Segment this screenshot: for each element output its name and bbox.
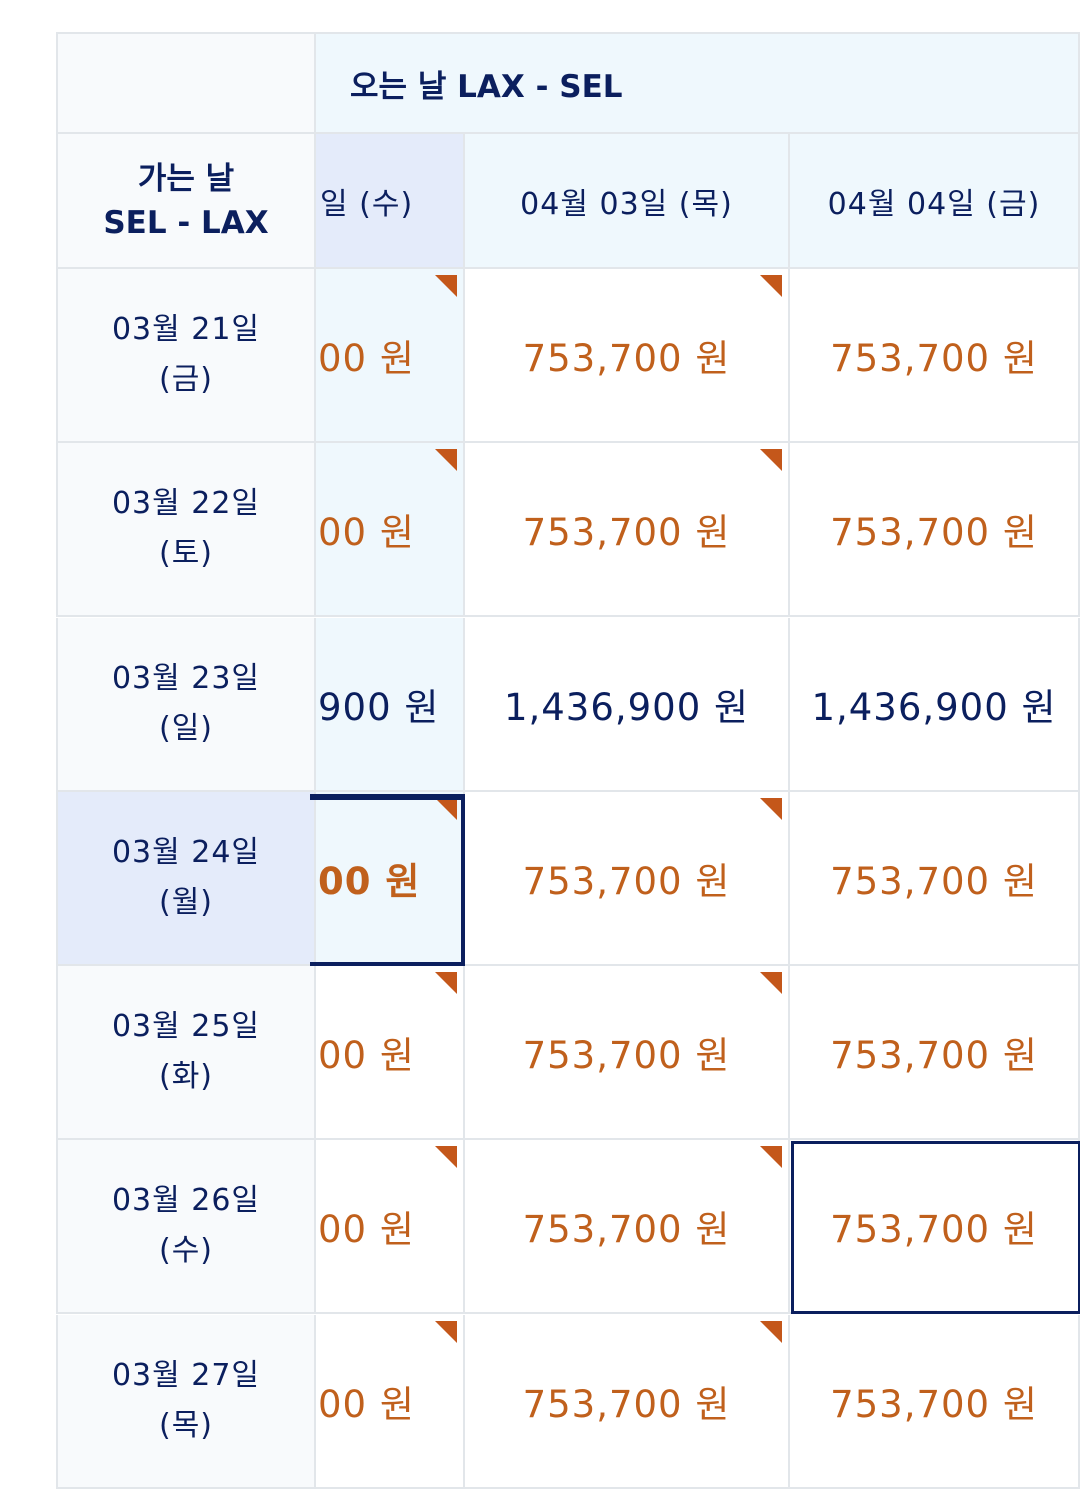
return-label: 오는 날 LAX - SEL [350,68,623,105]
discount-marker [435,1146,457,1168]
fare-price: 753,700 원 [522,337,731,380]
discount-marker [435,449,457,471]
row-date: 03월 21일 [111,312,261,347]
column-header[interactable]: 04월 03일 (목) [465,134,790,269]
discount-marker [760,449,782,471]
row-weekday: (목) [158,1408,213,1443]
hover-outline [791,1141,1080,1314]
row-date: 03월 23일 [111,661,261,696]
discount-marker [760,798,782,820]
fare-price: 00 원 [318,1034,415,1077]
row-date: 03월 27일 [111,1358,261,1393]
depart-route: SEL - LAX [103,204,269,241]
row-weekday: (화) [158,1059,213,1094]
fare-cell[interactable]: 00 원 [316,1140,465,1314]
row-header[interactable]: 03월 22일 (토) [56,443,316,617]
fare-cell[interactable]: 753,700 원 [465,443,790,617]
corner-cell [56,32,316,134]
fare-cell[interactable]: 753,700 원 [465,269,790,443]
fare-price: 753,700 원 [830,1034,1038,1077]
row-date: 03월 25일 [111,1009,261,1044]
fare-cell[interactable]: 753,700 원 [465,966,790,1140]
fare-cell[interactable]: 00 원 [316,966,465,1140]
fare-cell[interactable]: 753,700 원 [790,792,1080,966]
depart-label: 가는 날 [137,160,235,197]
fare-cell[interactable]: 753,700 원 [790,966,1080,1140]
fare-cell[interactable]: 753,700 원 [465,1315,790,1489]
fare-cell[interactable]: 00 원 [316,1315,465,1489]
fare-cell[interactable]: 753,700 원 [465,1140,790,1314]
row-header[interactable]: 03월 25일 (화) [56,966,316,1140]
row-header[interactable]: 03월 21일 (금) [56,269,316,443]
row-date: 03월 26일 [111,1183,261,1218]
row-weekday: (금) [158,362,213,397]
fare-price: 1,436,900 원 [811,686,1057,729]
row-date: 03월 24일 [111,835,261,870]
discount-marker [435,798,457,820]
fare-price: 753,700 원 [522,1383,731,1426]
fare-price: 753,700 원 [522,860,731,903]
column-header[interactable]: 일 (수) [316,134,465,269]
discount-marker [760,1321,782,1343]
fare-cell[interactable]: 753,700 원 [790,1140,1080,1314]
fare-price: 1,436,900 원 [503,686,750,729]
fare-price: 753,700 원 [522,1034,731,1077]
discount-marker [435,275,457,297]
fare-cell[interactable]: 753,700 원 [790,1315,1080,1489]
fare-price: 00 원 [318,1383,415,1426]
fare-cell[interactable]: 00 원 [316,443,465,617]
fare-cell[interactable]: 1,436,900 원 [465,618,790,792]
row-weekday: (토) [158,536,213,571]
discount-marker [760,972,782,994]
column-header[interactable]: 04월 04일 (금) [790,134,1080,269]
fare-price: 753,700 원 [522,1208,731,1251]
column-date: 일 (수) [320,186,414,222]
fare-price: 00 원 [318,337,415,380]
return-header: 오는 날 LAX - SEL [316,32,1080,134]
row-header[interactable]: 03월 26일 (수) [56,1140,316,1314]
fare-cell[interactable]: 00 원 [316,269,465,443]
fare-price: 00 원 [318,860,421,903]
depart-header: 가는 날 SEL - LAX [56,134,316,269]
row-header[interactable]: 03월 27일 (목) [56,1315,316,1489]
fare-price: 753,700 원 [830,860,1038,903]
column-date: 04월 04일 (금) [827,186,1041,222]
column-date: 04월 03일 (목) [520,186,733,222]
selected-outline [310,794,467,968]
fare-cell[interactable]: 753,700 원 [790,443,1080,617]
fare-price: 753,700 원 [830,1383,1038,1426]
fare-price: 753,700 원 [830,511,1038,554]
row-date: 03월 22일 [111,486,261,521]
fare-price: 00 원 [318,1208,415,1251]
fare-price: 753,700 원 [830,337,1038,380]
fare-price: 00 원 [318,511,415,554]
row-weekday: (일) [158,711,213,746]
row-header[interactable]: 03월 23일 (일) [56,618,316,792]
discount-marker [435,1321,457,1343]
fare-price: 753,700 원 [830,1208,1038,1251]
fare-cell[interactable]: 753,700 원 [790,269,1080,443]
discount-marker [760,275,782,297]
fare-cell[interactable]: 900 원 [316,618,465,792]
fare-cell[interactable]: 753,700 원 [465,792,790,966]
fare-price: 900 원 [318,686,440,729]
row-weekday: (수) [158,1233,213,1268]
discount-marker [435,972,457,994]
fare-cell[interactable]: 1,436,900 원 [790,618,1080,792]
row-header[interactable]: 03월 24일 (월) [56,792,316,966]
fare-cell[interactable]: 00 원 [316,792,465,966]
discount-marker [760,1146,782,1168]
fare-price: 753,700 원 [522,511,731,554]
row-weekday: (월) [158,885,213,920]
